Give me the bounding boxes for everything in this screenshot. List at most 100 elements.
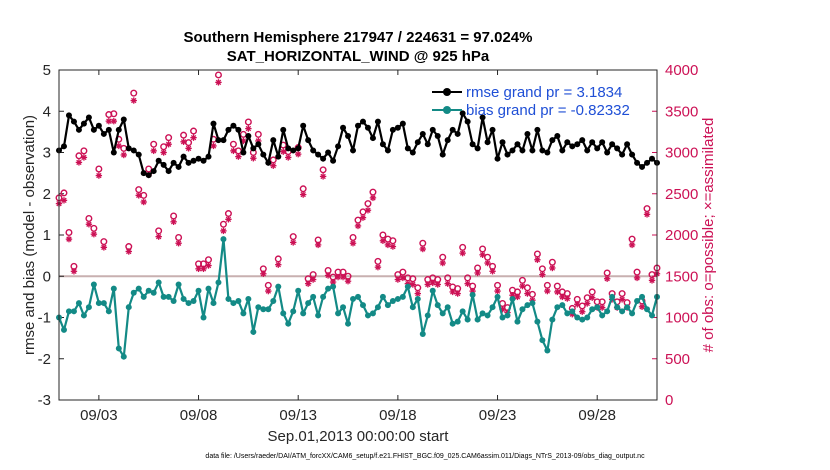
bias-point (225, 295, 232, 302)
rmse-point (394, 124, 401, 131)
rmse-point (180, 153, 187, 160)
assimilated-obs-stroke (420, 246, 426, 252)
bias-point (165, 293, 172, 300)
assimilated-obs-point (409, 281, 417, 288)
rmse-point (285, 145, 292, 152)
assimilated-obs-point (424, 281, 431, 288)
chart-title-line1: Southern Hemisphere 217947 / 224631 = 97… (184, 29, 533, 46)
bias-point (429, 287, 436, 294)
rmse-point (345, 133, 352, 139)
y-left-tick-label: 0 (43, 268, 51, 285)
assimilated-obs-stroke (385, 242, 391, 248)
assimilated-obs-point (225, 216, 232, 223)
bias-point (419, 331, 426, 337)
assimilated-obs-point (165, 141, 172, 148)
assimilated-obs-stroke (559, 294, 566, 300)
rmse-point (574, 141, 581, 148)
possible-obs-point (244, 118, 252, 126)
rmse-point (190, 157, 197, 164)
assimilated-obs-point (379, 237, 387, 244)
rmse-point (514, 141, 521, 148)
x-axis-tick-labels: 09/03 09/08 09/13 09/18 09/23 09/28 (80, 407, 616, 424)
assimilated-obs-point (618, 296, 626, 303)
bias-point (569, 308, 576, 315)
x-tick-label: 09/18 (379, 407, 417, 424)
rmse-point (250, 145, 257, 152)
assimilated-obs-stroke (380, 238, 386, 244)
rmse-point (195, 155, 202, 162)
assimilated-obs-point (290, 239, 297, 246)
possible-obs-point (229, 140, 237, 148)
y-left-tick-label: -2 (38, 351, 51, 368)
bias-point (260, 306, 267, 313)
x-tick-label: 09/13 (279, 407, 317, 424)
bias-point (629, 310, 636, 317)
bias-point (305, 300, 312, 307)
rmse-point (504, 151, 511, 158)
assimilated-obs-stroke (195, 266, 202, 272)
bias-point (290, 308, 297, 315)
bias-point (355, 293, 361, 300)
assimilated-obs-point (180, 138, 187, 145)
bias-point (479, 310, 486, 317)
assimilated-obs-point (524, 290, 531, 297)
rmse-point (265, 159, 272, 166)
bias-point (275, 283, 282, 290)
assimilated-obs-point (80, 154, 88, 161)
bias-point (624, 304, 631, 311)
assimilated-obs-point (75, 159, 83, 166)
bias-point (155, 279, 162, 286)
possible-obs-point (254, 130, 262, 138)
assimilated-obs-stroke (250, 155, 257, 161)
assimilated-obs-stroke (644, 211, 650, 218)
possible-obs-point (60, 189, 68, 197)
assimilated-obs-stroke (634, 275, 640, 281)
bias-point (80, 312, 87, 319)
bias-point (594, 304, 601, 311)
bias-point (140, 293, 147, 300)
bias-point (295, 287, 302, 294)
y-left-tick-label: -3 (38, 392, 51, 409)
assimilated-obs-point (90, 230, 98, 238)
rmse-point (499, 139, 506, 146)
assimilated-obs-point (534, 256, 541, 263)
assimilated-obs-point (190, 134, 197, 141)
assimilated-obs-point (474, 269, 481, 277)
assimilated-obs-stroke (370, 195, 376, 201)
bias-point (180, 295, 187, 302)
rmse-point (115, 126, 122, 133)
assimilated-obs-point (220, 227, 227, 235)
bias-point (414, 295, 421, 302)
assimilated-obs-point (444, 280, 451, 287)
rmse-point (369, 135, 376, 142)
bias-point (524, 302, 531, 309)
rmse-point (454, 130, 461, 137)
assimilated-obs-stroke (330, 279, 336, 285)
rmse-point (155, 157, 162, 164)
assimilated-obs-point (394, 276, 402, 283)
assimilated-obs-stroke (549, 265, 556, 271)
rmse-point (359, 118, 366, 125)
bias-point (379, 293, 386, 300)
assimilated-obs-point (419, 245, 426, 253)
y-right-tick-label: 4000 (665, 62, 698, 79)
assimilated-obs-stroke (300, 191, 306, 198)
rmse-point (399, 120, 406, 127)
assimilated-obs-point (374, 263, 382, 271)
rmse-point (210, 120, 217, 127)
assimilated-obs-stroke (126, 248, 132, 255)
plot-frame (58, 69, 658, 401)
assimilated-obs-stroke (514, 294, 521, 300)
assimilated-obs-stroke (649, 277, 655, 284)
assimilated-obs-point (250, 155, 257, 162)
assimilated-obs-stroke (350, 240, 356, 246)
bias-point (374, 304, 381, 311)
assimilated-obs-point (434, 281, 441, 288)
assimilated-obs-stroke (579, 309, 585, 315)
rmse-point (444, 137, 451, 144)
assimilated-obs-stroke (599, 304, 605, 311)
bias-point (220, 236, 227, 243)
rmse-point (534, 126, 541, 133)
assimilated-obs-point (235, 153, 242, 160)
